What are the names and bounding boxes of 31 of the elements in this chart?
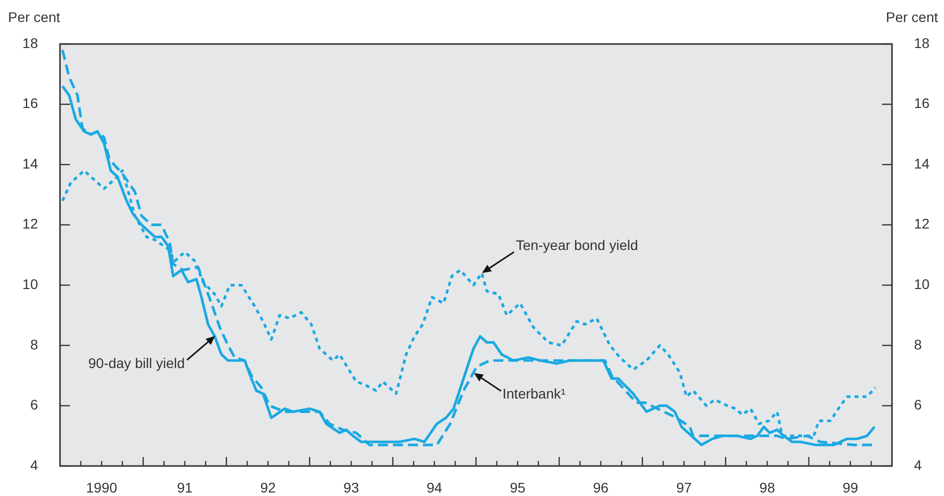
y-tick-label: 16 [22,95,38,112]
y2-tick-label: 14 [914,155,930,172]
annotation: Interbank¹ [502,385,566,402]
y-tick-label: 6 [30,396,38,413]
y2-tick-label: 16 [914,95,930,112]
y2-tick-label: 18 [914,34,930,51]
x-tick-label: 91 [177,479,193,496]
x-tick-label: 94 [426,479,442,496]
y-tick-label: 18 [22,34,38,51]
x-tick-label: 98 [759,479,776,496]
x-tick-label: 99 [842,479,858,496]
y2-tick-label: 10 [914,276,930,292]
y2-tick-label: 12 [914,216,930,232]
annotation: Ten-year bond yield [516,236,638,253]
y-tick-label: 10 [22,276,38,292]
x-tick-label: 93 [343,479,360,496]
x-tick-label: 97 [676,479,692,496]
y-tick-label: 4 [30,456,38,473]
x-tick-label: 1990 [86,479,118,496]
y2-axis-title: Per cent [886,9,938,25]
x-tick-label: 92 [260,479,276,496]
y2-tick-label: 6 [914,396,922,413]
y-tick-label: 8 [30,336,38,352]
y-axis-title: Per cent [8,9,60,25]
y2-tick-label: 8 [914,336,922,352]
x-tick-label: 96 [593,479,609,496]
x-tick-label: 95 [510,479,526,496]
annotation: 90-day bill yield [88,355,185,372]
y2-tick-label: 4 [914,456,922,473]
y-tick-label: 14 [22,155,38,172]
y-tick-label: 12 [22,216,38,232]
